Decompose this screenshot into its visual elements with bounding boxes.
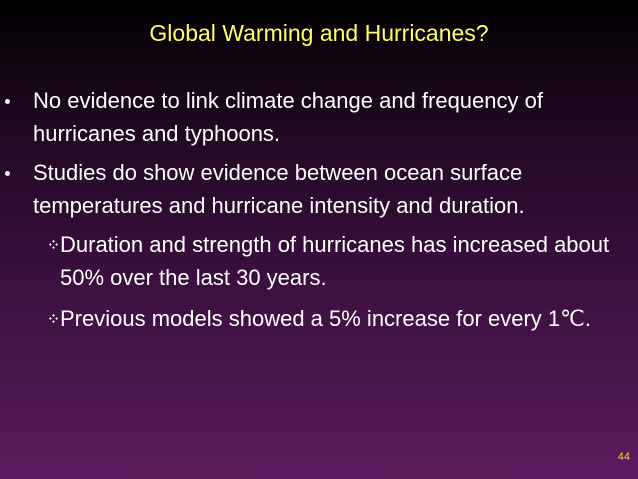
- sub-bullet: Duration and strength of hurricanes has …: [49, 228, 620, 294]
- page-number: 44: [617, 451, 630, 463]
- bullet-icon: [5, 99, 10, 104]
- bullet: Studies do show evidence between ocean s…: [5, 156, 598, 222]
- bullet-icon: [5, 171, 10, 176]
- slide-title: Global Warming and Hurricanes?: [149, 20, 489, 46]
- bullet-text: Previous models showed a 5% increase for…: [60, 306, 591, 331]
- bullet-text: Studies do show evidence between ocean s…: [33, 160, 525, 218]
- slide-body: No evidence to link climate change and f…: [0, 84, 638, 343]
- bullet-text: Duration and strength of hurricanes has …: [60, 232, 610, 290]
- bullet-icon: [49, 240, 58, 249]
- bullet-text: No evidence to link climate change and f…: [33, 88, 543, 146]
- bullet-icon: [49, 314, 58, 323]
- bullet: No evidence to link climate change and f…: [5, 84, 598, 150]
- sub-bullet: Previous models showed a 5% increase for…: [49, 302, 620, 335]
